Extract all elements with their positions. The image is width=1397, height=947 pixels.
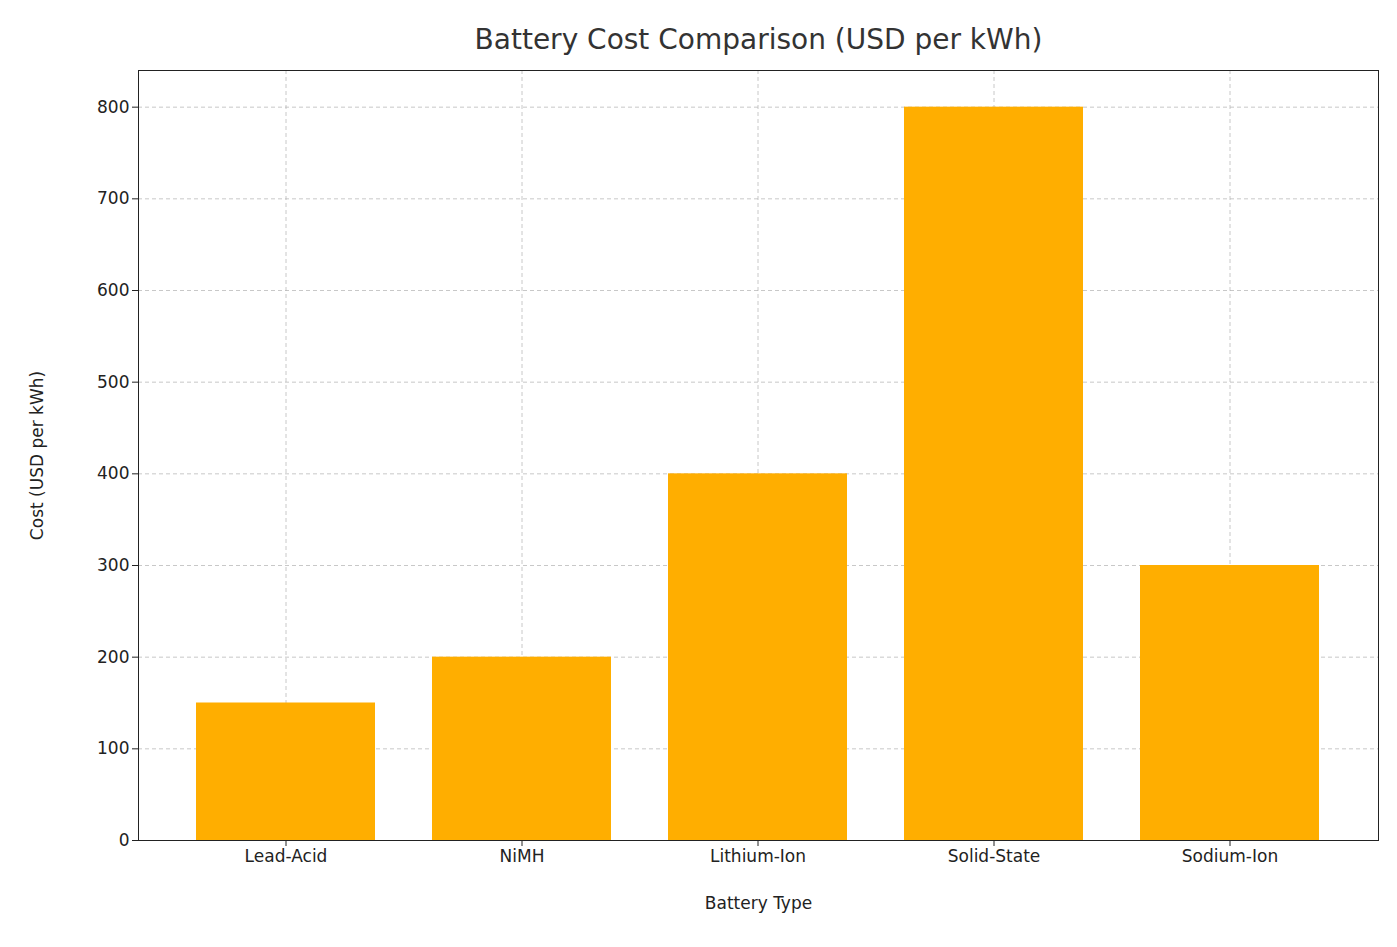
svg-text:300: 300	[97, 555, 129, 575]
svg-text:600: 600	[97, 280, 129, 300]
svg-text:NiMH: NiMH	[500, 846, 545, 866]
svg-text:Lead-Acid: Lead-Acid	[245, 846, 328, 866]
svg-text:Battery Type: Battery Type	[705, 893, 812, 913]
svg-text:800: 800	[97, 97, 129, 117]
svg-text:100: 100	[97, 738, 129, 758]
svg-text:Lithium-Ion: Lithium-Ion	[710, 846, 806, 866]
svg-text:Cost (USD per kWh): Cost (USD per kWh)	[27, 371, 47, 540]
html-text:Battery Cost Comparison (USD p: Battery Cost Comparison (USD per kWh)	[474, 23, 1043, 56]
svg-text:0: 0	[119, 830, 130, 850]
svg-text:200: 200	[97, 647, 129, 667]
svg-text:500: 500	[97, 372, 129, 392]
svg-text:Solid-State: Solid-State	[948, 846, 1041, 866]
svg-text:400: 400	[97, 463, 129, 483]
svg-text:Sodium-Ion: Sodium-Ion	[1182, 846, 1278, 866]
svg-text:700: 700	[97, 188, 129, 208]
